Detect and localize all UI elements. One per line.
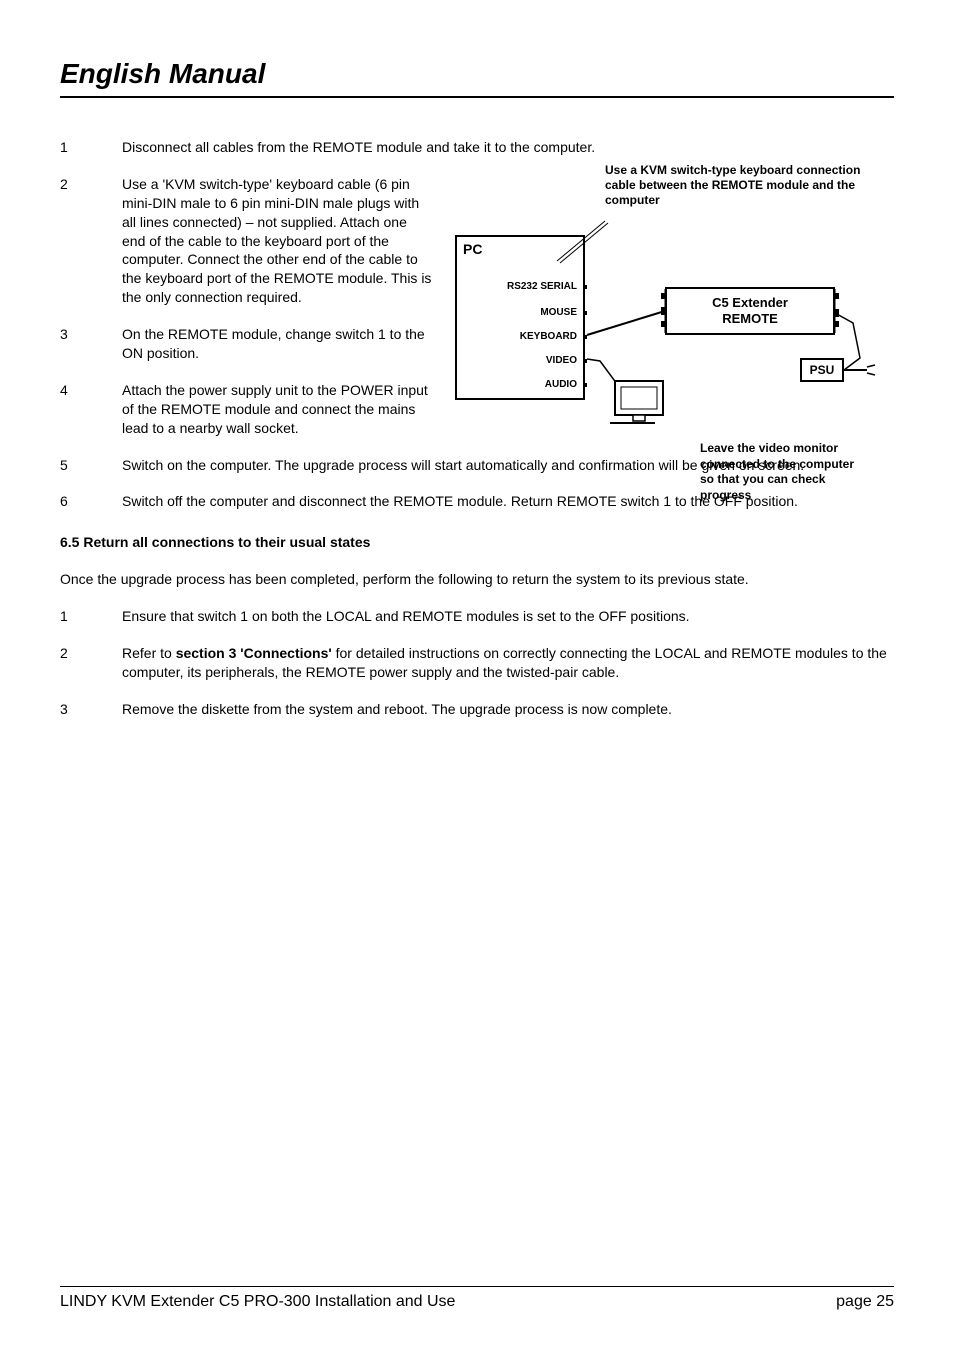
list-text: Ensure that switch 1 on both the LOCAL a… [122,607,894,626]
diagram-pc-box: PC RS232 SERIAL MOUSE KEYBOARD VIDEO AUD… [455,235,585,400]
diagram-remote-box: C5 Extender REMOTE [665,287,835,335]
connection-diagram: Use a KVM switch-type keyboard connectio… [455,163,880,513]
list-number: 6 [60,492,122,511]
list-item: 2 Refer to section 3 'Connections' for d… [60,644,894,682]
list-text: Remove the diskette from the system and … [122,700,894,719]
list-text: Use a 'KVM switch-type' keyboard cable (… [122,175,432,307]
list-number: 1 [60,607,122,626]
diagram-pc-title: PC [463,241,482,257]
list-number: 4 [60,381,122,438]
diagram-psu-box: PSU [800,358,844,382]
diagram-top-label: Use a KVM switch-type keyboard connectio… [605,163,865,208]
port-mouse-label: MOUSE [540,307,577,318]
page-title: English Manual [60,58,894,98]
list-number: 3 [60,700,122,719]
bold-span: section 3 'Connections' [176,645,332,661]
port-video-label: VIDEO [546,355,577,366]
list-text: Refer to section 3 'Connections' for det… [122,644,894,682]
remote-line1: C5 Extender [712,295,788,311]
text-span: Refer to [122,645,176,661]
port-dot-icon [583,335,587,339]
port-keyboard-label: KEYBOARD [520,331,577,342]
footer-left: LINDY KVM Extender C5 PRO-300 Installati… [60,1293,455,1311]
page: English Manual 1 Disconnect all cables f… [0,0,954,1351]
footer-right: page 25 [836,1293,894,1311]
list-item: 1 Disconnect all cables from the REMOTE … [60,138,894,157]
list-number: 3 [60,325,122,363]
port-dot-icon [583,311,587,315]
section-heading: 6.5 Return all connections to their usua… [60,533,894,552]
diagram-bottom-label: Leave the video monitor connected to the… [700,441,870,503]
section-intro: Once the upgrade process has been comple… [60,570,894,589]
list-item: 3 Remove the diskette from the system an… [60,700,894,719]
remote-line2: REMOTE [722,311,778,327]
list-text: Disconnect all cables from the REMOTE mo… [122,138,894,157]
list-number: 1 [60,138,122,157]
list-number: 2 [60,175,122,307]
port-audio-label: AUDIO [545,379,577,390]
port-dot-icon [583,285,587,289]
port-dot-icon [583,383,587,387]
list-text: Attach the power supply unit to the POWE… [122,381,432,438]
page-footer: LINDY KVM Extender C5 PRO-300 Installati… [60,1286,894,1311]
list-item: 1 Ensure that switch 1 on both the LOCAL… [60,607,894,626]
port-dot-icon [583,359,587,363]
list-number: 2 [60,644,122,682]
list-text: On the REMOTE module, change switch 1 to… [122,325,432,363]
list-number: 5 [60,456,122,475]
port-serial-label: RS232 SERIAL [507,281,577,292]
